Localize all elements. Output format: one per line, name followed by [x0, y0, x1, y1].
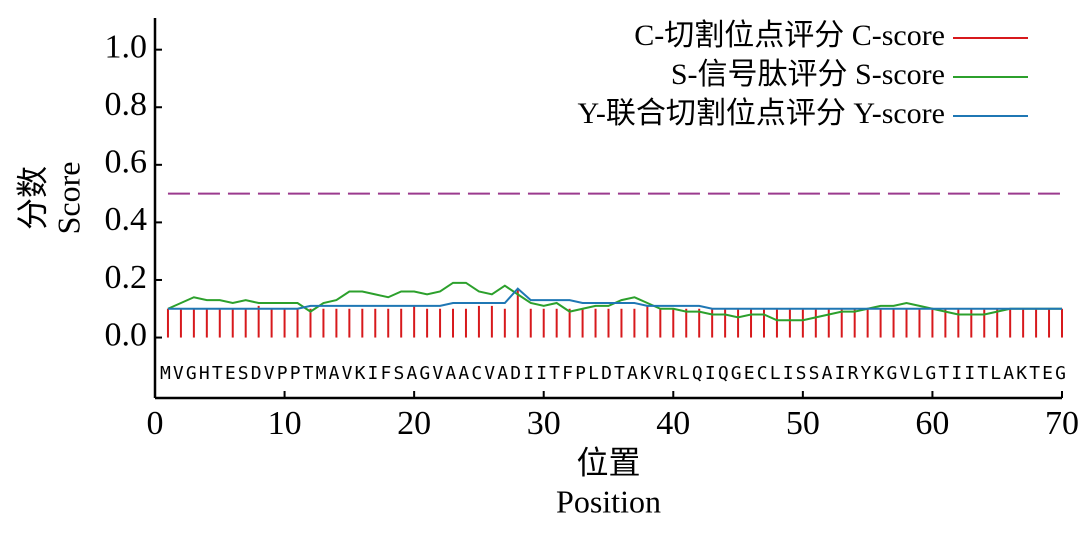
score-line — [167, 287, 1062, 310]
x-tick-label: 0 — [147, 405, 164, 442]
score-line — [167, 281, 1062, 322]
y-label: 分数 — [14, 166, 50, 230]
x-label: 位置 — [576, 444, 640, 480]
x-label: Position — [556, 483, 661, 519]
x-tick-label: 20 — [397, 405, 431, 442]
y-tick-label: 0.0 — [105, 316, 148, 353]
x-tick-label: 70 — [1045, 405, 1079, 442]
y-label-group: 分数 Score — [14, 162, 86, 235]
x-tick-label: 60 — [915, 405, 949, 442]
y-tick-label: 0.2 — [105, 259, 148, 296]
y-tick-label: 0.6 — [105, 144, 148, 181]
x-tick-label: 10 — [268, 405, 302, 442]
legend-label: C-切割位点评分 C-score — [634, 19, 945, 52]
y-tick-label: 1.0 — [105, 28, 148, 65]
legend-label: Y-联合切割位点评分 Y-score — [578, 97, 945, 130]
x-tick-label: 30 — [527, 405, 561, 442]
y-label: Score — [50, 162, 86, 235]
y-tick-label: 0.4 — [105, 201, 148, 238]
x-tick-label: 40 — [656, 405, 690, 442]
x-tick-label: 50 — [786, 405, 820, 442]
sequence: MVGHTESDVPPTMAVKIFSAGVAACVADIITFPLDTAKVR… — [160, 363, 1066, 384]
y-tick-label: 0.8 — [105, 86, 148, 123]
legend-label: S-信号肽评分 S-score — [671, 58, 945, 91]
